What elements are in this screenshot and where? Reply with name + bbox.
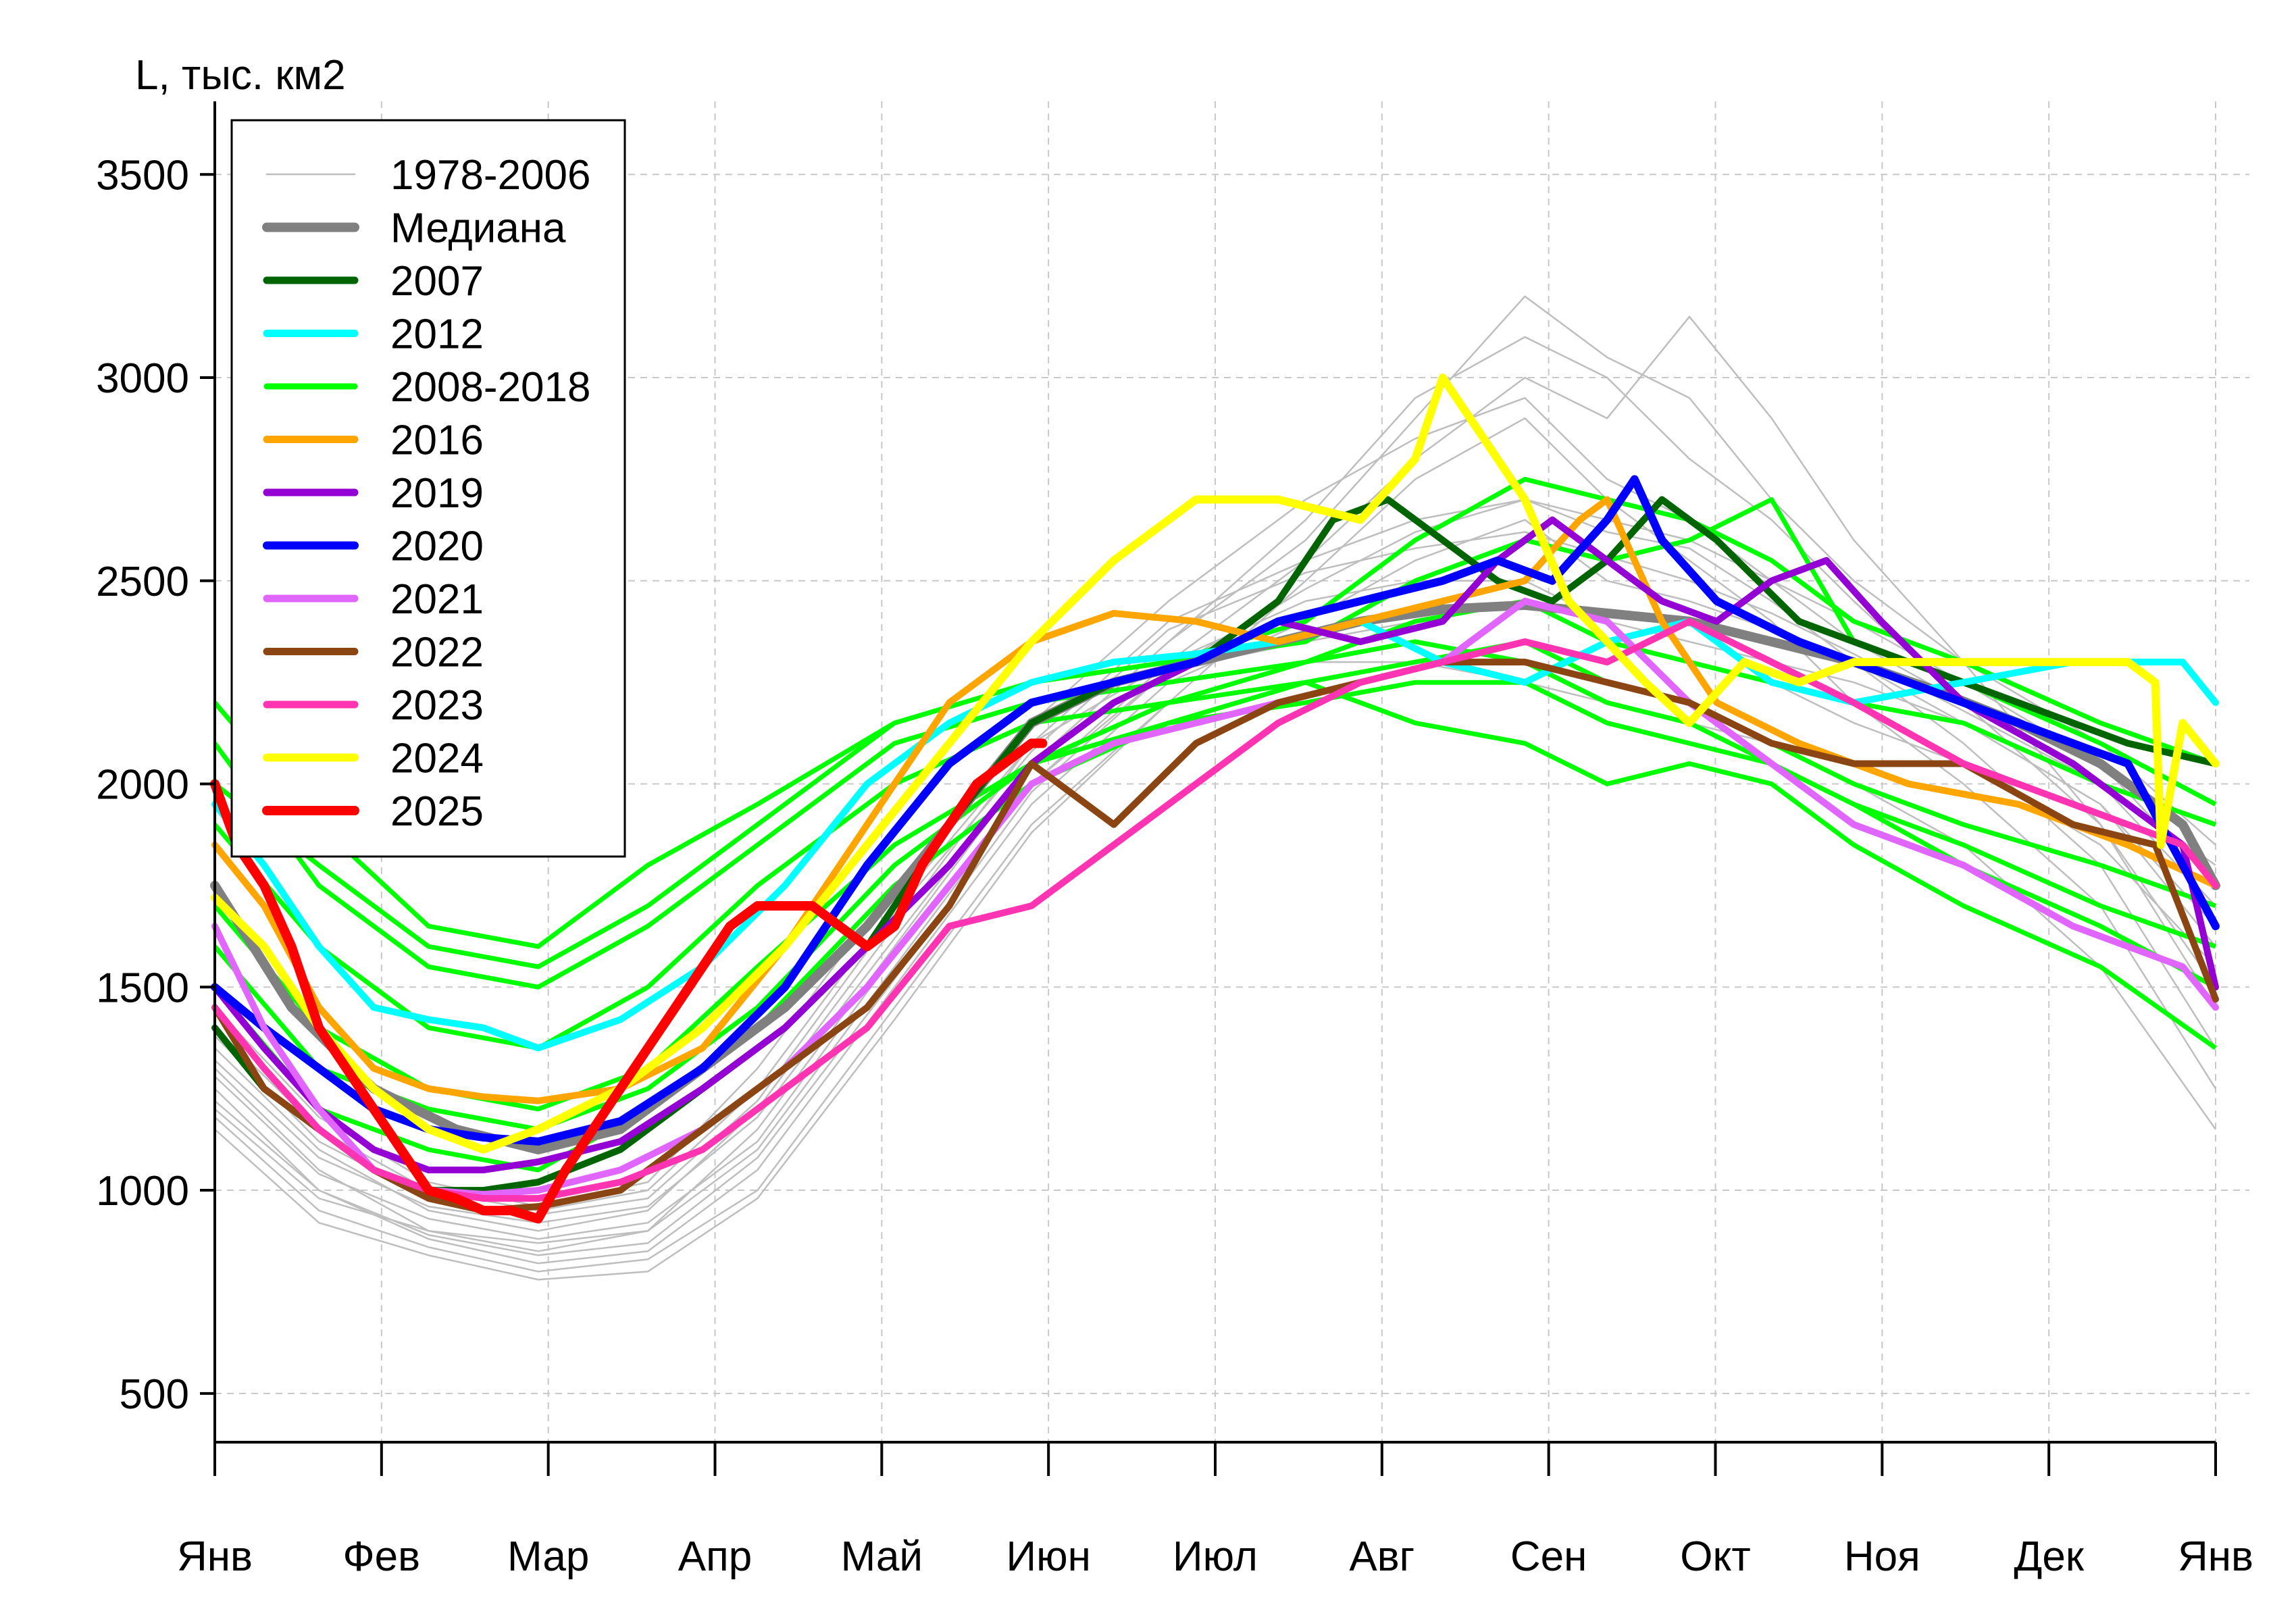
x-tick-label: Окт — [1680, 1533, 1750, 1580]
legend-label: 1978-2006 — [390, 152, 591, 199]
x-tick-label: Сен — [1510, 1533, 1587, 1580]
series-line-1978-2006 — [214, 336, 2217, 1252]
series-line-2022 — [211, 659, 2219, 1215]
legend-label: 2022 — [390, 630, 484, 676]
legend-label: 2024 — [390, 736, 484, 782]
legend-label: 2019 — [390, 470, 484, 517]
legend-label: 2012 — [390, 311, 484, 358]
series-line-2024 — [211, 374, 2220, 1154]
x-tick-label: Апр — [678, 1533, 752, 1580]
y-tick-label: 3000 — [96, 355, 189, 402]
x-tick-label: Июл — [1173, 1533, 1258, 1580]
y-tick-label: 2000 — [96, 762, 189, 809]
legend-label: 2016 — [390, 417, 484, 464]
legend-label: 2025 — [390, 788, 484, 835]
series-line-2025 — [210, 738, 1048, 1224]
series-line-2008-2018 — [213, 476, 2217, 949]
y-axis-title: L, тыс. км2 — [135, 52, 346, 99]
y-tick-label: 3500 — [96, 152, 189, 199]
x-tick-label: Янв — [2178, 1533, 2253, 1580]
y-tick-label: 1000 — [96, 1168, 189, 1215]
series-line-2016 — [211, 496, 2219, 1104]
legend-box — [230, 119, 626, 858]
y-tick-label: 1500 — [96, 965, 189, 1011]
x-tick-label: Фев — [343, 1533, 421, 1580]
x-tick-label: Мар — [507, 1533, 589, 1580]
x-tick-label: Июн — [1006, 1533, 1091, 1580]
x-tick-label: Дек — [2014, 1533, 2084, 1580]
x-tick-label: Ноя — [1844, 1533, 1920, 1580]
legend-label: 2007 — [390, 258, 484, 305]
series-line-2020 — [211, 475, 2220, 1146]
x-tick-label: Май — [841, 1533, 923, 1580]
series-line-2008-2018 — [213, 680, 2218, 1173]
legend-label: 2021 — [390, 576, 484, 623]
x-tick-label: Авг — [1349, 1533, 1414, 1580]
y-tick-label: 2500 — [96, 559, 189, 605]
y-tick-label: 500 — [120, 1371, 189, 1418]
legend-label: 2023 — [390, 682, 484, 729]
legend-label: Медиана — [390, 205, 566, 252]
axes: 500 1000 1500 2000 2500 3000 3500 Янв Фев Мар Апр М… — [96, 101, 2253, 1580]
legend-label: 2020 — [390, 524, 484, 570]
series-line-2012 — [211, 617, 2219, 1052]
x-tick-label: Янв — [177, 1533, 253, 1580]
legend-label: 2008-2018 — [390, 364, 591, 411]
series-lines — [210, 374, 2220, 1224]
legend: 1978-2006 Медиана 2007 2012 2008-2018 2016 201… — [230, 119, 626, 858]
